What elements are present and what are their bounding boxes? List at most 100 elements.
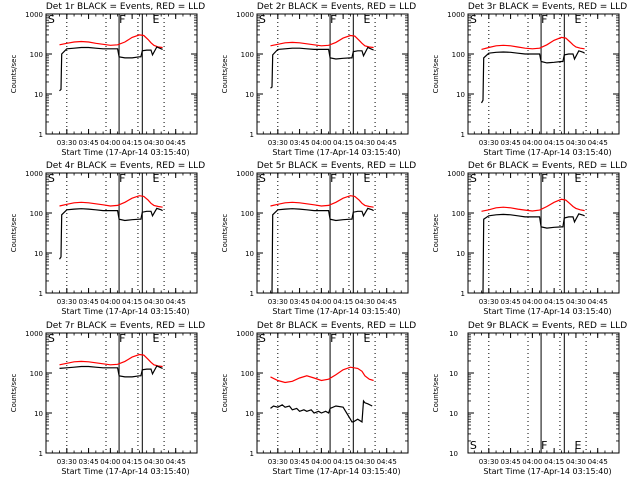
lld-series-line: [59, 195, 163, 208]
marker-label-f: F: [541, 172, 547, 185]
y-tick-label: 10: [449, 410, 458, 418]
x-tick-label: 03:45: [289, 298, 309, 306]
x-tick-label: 04:45: [588, 139, 608, 147]
x-tick-label: 04:00: [311, 298, 331, 306]
y-tick-label: 10: [34, 250, 43, 258]
panel-det-5: Det 5r BLACK = Events, RED = LLD 1 10 100 10…: [221, 161, 416, 316]
x-tick-label: 04:45: [588, 298, 608, 306]
x-tick-label: 04:15: [122, 458, 142, 466]
plot-frame: [256, 172, 409, 294]
y-tick-label: 1000: [25, 330, 43, 338]
x-axis-label: Start Time (17-Apr-14 03:15:40): [483, 467, 611, 476]
x-tick-label: 04:15: [333, 298, 353, 306]
marker-label-e: E: [574, 439, 581, 452]
y-tick-label: 100: [241, 51, 254, 59]
x-tick-label: 04:15: [544, 458, 564, 466]
x-tick-label: 04:30: [144, 139, 164, 147]
x-tick-label: 03:30: [268, 458, 288, 466]
marker-label-s: S: [48, 332, 55, 345]
marker-label-s: S: [470, 13, 477, 26]
y-tick-label: 10: [449, 450, 458, 458]
x-tick-label: 04:45: [377, 298, 397, 306]
marker-label-e: E: [363, 332, 370, 345]
x-tick-label: 04:30: [566, 298, 586, 306]
x-tick-label: 03:30: [57, 139, 77, 147]
x-tick-label: 03:30: [268, 298, 288, 306]
x-tick-label: 03:30: [268, 139, 288, 147]
y-tick-label: 100: [452, 51, 465, 59]
panel-det-9: Det 9r BLACK = Events, RED = LLD 10 10 10 10…: [432, 321, 627, 476]
y-tick-label: 1: [461, 131, 465, 139]
lld-series-line: [270, 195, 374, 208]
x-tick-label: 04:45: [377, 458, 397, 466]
x-tick-label: 03:45: [78, 298, 98, 306]
events-series-line: [270, 46, 374, 89]
y-tick-label: 1000: [447, 170, 465, 178]
marker-label-e: E: [363, 172, 370, 185]
x-tick-label: 04:45: [166, 298, 186, 306]
x-tick-label: 04:00: [522, 298, 542, 306]
x-tick-label: 04:15: [122, 139, 142, 147]
plot-frame: [467, 13, 620, 135]
marker-label-f: F: [541, 439, 547, 452]
marker-label-e: E: [363, 13, 370, 26]
marker-label-s: S: [259, 13, 266, 26]
x-tick-label: 04:15: [122, 298, 142, 306]
panel-title: Det 5r BLACK = Events, RED = LLD: [257, 161, 416, 171]
x-tick-label: 03:45: [500, 298, 520, 306]
x-axis-label: Start Time (17-Apr-14 03:15:40): [483, 307, 611, 316]
y-tick-label: 100: [241, 370, 254, 378]
panel-det-1: Det 1r BLACK = Events, RED = LLD 1 10 100 10…: [10, 2, 205, 157]
y-tick-label: 1: [250, 450, 254, 458]
lld-series-line: [481, 198, 585, 212]
x-tick-label: 04:30: [355, 139, 375, 147]
x-tick-label: 04:30: [144, 458, 164, 466]
x-tick-label: 04:45: [377, 139, 397, 147]
marker-label-f: F: [330, 13, 336, 26]
x-tick-label: 04:45: [588, 458, 608, 466]
panel-det-4: Det 4r BLACK = Events, RED = LLD 1 10 100 10…: [10, 161, 205, 316]
x-axis-label: Start Time (17-Apr-14 03:15:40): [483, 148, 611, 157]
plot-frame: [256, 13, 409, 135]
y-tick-label: 1: [250, 131, 254, 139]
y-tick-label: 100: [30, 210, 43, 218]
x-tick-label: 03:30: [479, 298, 499, 306]
y-axis-label: Counts/sec: [221, 214, 229, 253]
x-tick-label: 04:00: [522, 458, 542, 466]
y-tick-label: 1000: [25, 11, 43, 19]
y-tick-label: 1000: [236, 11, 254, 19]
x-axis-label: Start Time (17-Apr-14 03:15:40): [61, 307, 189, 316]
plot-frame: [256, 332, 409, 454]
panel-det-3: Det 3r BLACK = Events, RED = LLD 1 10 100 10…: [432, 2, 627, 157]
y-tick-label: 100: [30, 370, 43, 378]
y-axis-label: Counts/sec: [432, 55, 440, 94]
lld-series-line: [481, 36, 585, 50]
x-tick-label: 04:00: [100, 139, 120, 147]
x-tick-label: 04:30: [355, 458, 375, 466]
panel-det-2: Det 2r BLACK = Events, RED = LLD 1 10 100 10…: [221, 2, 416, 157]
x-tick-label: 03:30: [479, 139, 499, 147]
x-tick-label: 04:30: [566, 139, 586, 147]
plot-frame: [45, 172, 198, 294]
marker-label-f: F: [119, 172, 125, 185]
events-series-line: [270, 207, 374, 294]
x-tick-label: 04:15: [333, 139, 353, 147]
panel-title: Det 4r BLACK = Events, RED = LLD: [46, 161, 205, 171]
events-series-line: [59, 46, 163, 92]
panel-title: Det 3r BLACK = Events, RED = LLD: [468, 2, 627, 12]
events-series-line: [58, 207, 163, 260]
marker-label-f: F: [119, 332, 125, 345]
marker-label-s: S: [259, 332, 266, 345]
x-tick-label: 03:45: [500, 458, 520, 466]
y-axis-label: Counts/sec: [221, 374, 229, 413]
x-tick-label: 03:30: [57, 458, 77, 466]
y-tick-label: 1000: [25, 170, 43, 178]
marker-label-s: S: [259, 172, 266, 185]
y-tick-label: 10: [456, 250, 465, 258]
marker-label-e: E: [152, 172, 159, 185]
events-series-line: [59, 365, 163, 378]
x-tick-label: 04:45: [166, 139, 186, 147]
x-tick-label: 04:30: [355, 298, 375, 306]
lld-series-line: [270, 34, 374, 49]
